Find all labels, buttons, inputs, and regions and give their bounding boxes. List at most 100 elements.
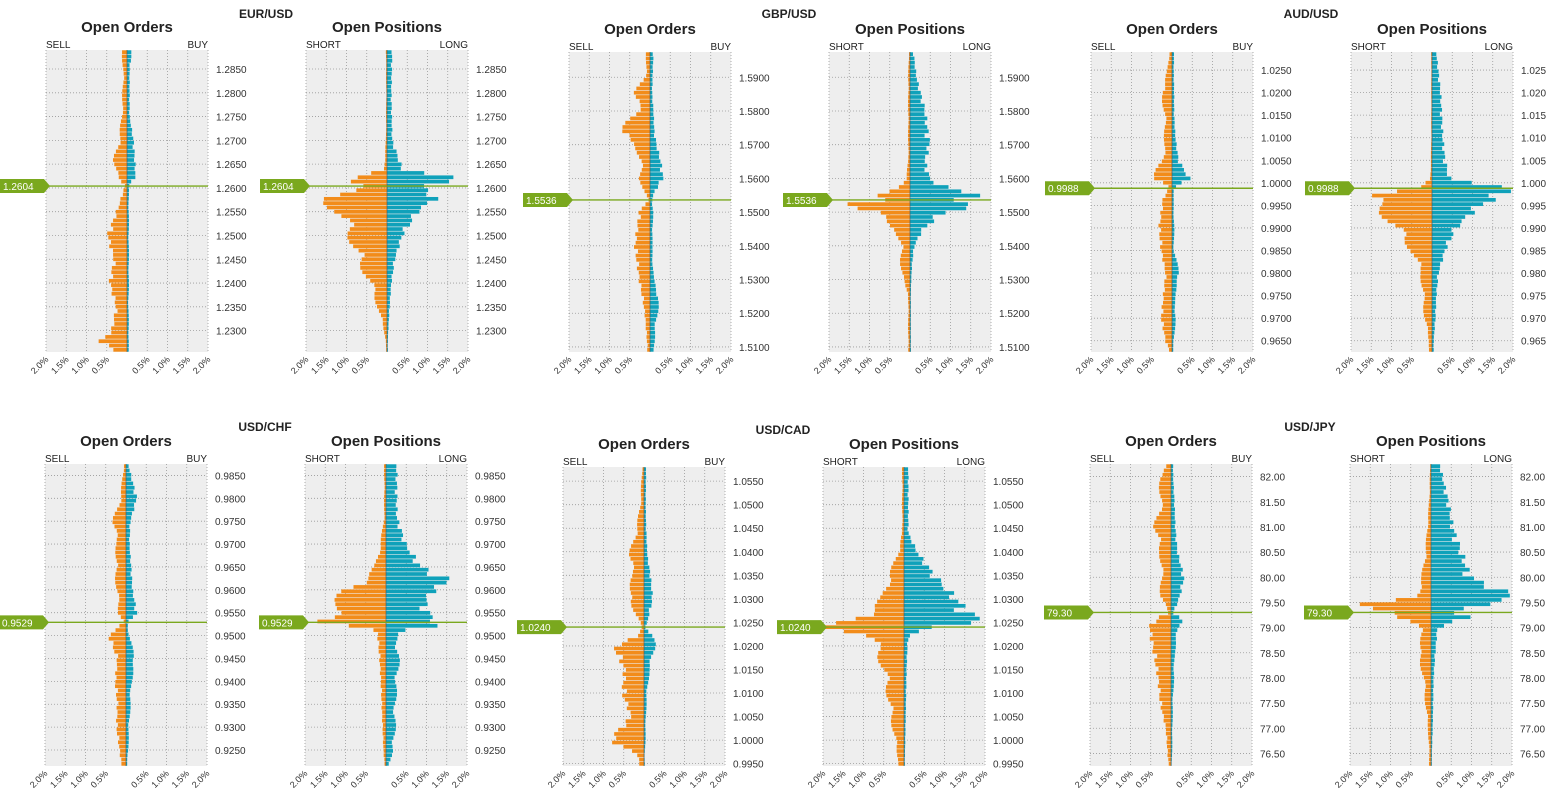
buy-bar <box>650 78 653 82</box>
sell-bar <box>115 296 127 300</box>
sell-bar <box>623 744 644 749</box>
buy-bar <box>644 535 647 540</box>
sell-bar <box>616 650 644 655</box>
buy-bar <box>1171 645 1176 650</box>
sell-bar <box>637 531 644 536</box>
buy-bar <box>126 481 134 486</box>
buy-bar <box>644 762 645 766</box>
buy-bar <box>126 516 132 520</box>
buy-bar <box>644 676 649 681</box>
long-bar <box>1431 472 1443 477</box>
short-bar <box>1429 481 1431 486</box>
y-tick-label: 1.2800 <box>216 89 247 100</box>
sell-bar <box>1166 116 1172 121</box>
short-bar <box>1423 305 1432 309</box>
current-price-tag <box>1045 181 1095 196</box>
short-bar <box>386 106 387 111</box>
buy-bar <box>127 253 130 257</box>
current-price-label: 1.2604 <box>3 182 34 193</box>
short-bar <box>1420 275 1432 279</box>
sell-bar <box>629 552 644 557</box>
buy-bar <box>127 166 135 171</box>
long-bar <box>1432 330 1435 335</box>
buy-bar <box>126 757 128 762</box>
sell-bar <box>638 616 644 621</box>
long-bar <box>387 196 439 201</box>
short-bar <box>385 136 387 141</box>
y-tick-label: 1.0000 <box>1521 179 1546 190</box>
sell-bar <box>110 632 126 637</box>
long-bar <box>387 140 394 145</box>
long-bar <box>387 227 403 231</box>
long-bar <box>910 99 921 104</box>
short-bar <box>1427 529 1431 533</box>
buy-bar <box>127 266 129 270</box>
sell-bar <box>119 623 126 628</box>
short-bar <box>375 559 386 563</box>
short-bar <box>381 697 386 701</box>
sell-bar <box>115 149 127 154</box>
sell-bar <box>641 497 644 501</box>
long-bar <box>910 339 911 344</box>
x-tick-label: 0.5% <box>389 768 411 790</box>
sell-bar <box>115 628 126 632</box>
x-tick-label: 0.5% <box>913 354 935 376</box>
buy-bar <box>644 659 650 664</box>
buy-bar <box>126 602 136 607</box>
sell-bar <box>622 693 644 698</box>
long-bar <box>904 753 906 758</box>
long-bar <box>386 723 397 727</box>
long-bar <box>387 89 392 93</box>
sell-bar <box>1160 245 1172 249</box>
long-bar <box>1432 108 1443 112</box>
sell-bar <box>114 300 127 305</box>
long-bar <box>910 262 912 266</box>
buy-bar <box>127 93 130 98</box>
buy-bar <box>1171 554 1180 559</box>
short-bar <box>383 520 386 525</box>
short-bar <box>1431 129 1432 134</box>
sell-bar <box>1162 472 1171 477</box>
long-bar <box>904 480 908 484</box>
pair-title: EUR/USD <box>239 7 293 21</box>
y-tick-label: 0.9700 <box>1521 314 1546 325</box>
short-bar <box>895 557 904 561</box>
sell-bar <box>639 275 650 279</box>
y-tick-label: 0.9850 <box>1521 246 1546 257</box>
y-tick-label: 1.2350 <box>476 303 507 314</box>
short-bar <box>1427 718 1431 723</box>
sell-bar <box>1165 723 1171 727</box>
long-bar <box>1432 266 1440 271</box>
short-bar <box>1420 279 1432 284</box>
short-bar <box>1431 82 1432 86</box>
long-bar <box>904 762 905 766</box>
buy-bar <box>650 300 659 305</box>
short-bar <box>380 550 386 555</box>
short-bar <box>383 736 386 740</box>
sell-bar <box>105 335 127 339</box>
sell-bar <box>630 591 644 595</box>
buy-bar <box>127 158 135 162</box>
buy-bar <box>644 586 652 591</box>
y-tick-label: 1.0100 <box>1521 134 1546 145</box>
current-price-label: 1.0240 <box>780 623 811 634</box>
short-bar <box>1421 572 1431 576</box>
sell-bar <box>1149 636 1171 641</box>
long-bar <box>1431 731 1433 736</box>
sell-bar <box>1159 585 1171 589</box>
short-bar <box>386 84 387 89</box>
y-tick-label: 0.9850 <box>475 471 506 482</box>
long-bar <box>910 283 911 288</box>
short-bar <box>323 201 387 206</box>
buy-bar <box>650 95 653 99</box>
y-tick-label: 1.5100 <box>739 343 770 354</box>
long-bar <box>386 541 407 546</box>
buy-bar <box>1171 623 1180 628</box>
sell-bar <box>646 69 650 74</box>
y-tick-label: 0.9950 <box>993 760 1024 771</box>
sell-bar <box>639 155 650 159</box>
sell-bar <box>121 494 126 499</box>
y-tick-label: 0.9750 <box>215 517 246 528</box>
y-tick-label: 0.9400 <box>215 677 246 688</box>
long-bar <box>387 339 388 344</box>
